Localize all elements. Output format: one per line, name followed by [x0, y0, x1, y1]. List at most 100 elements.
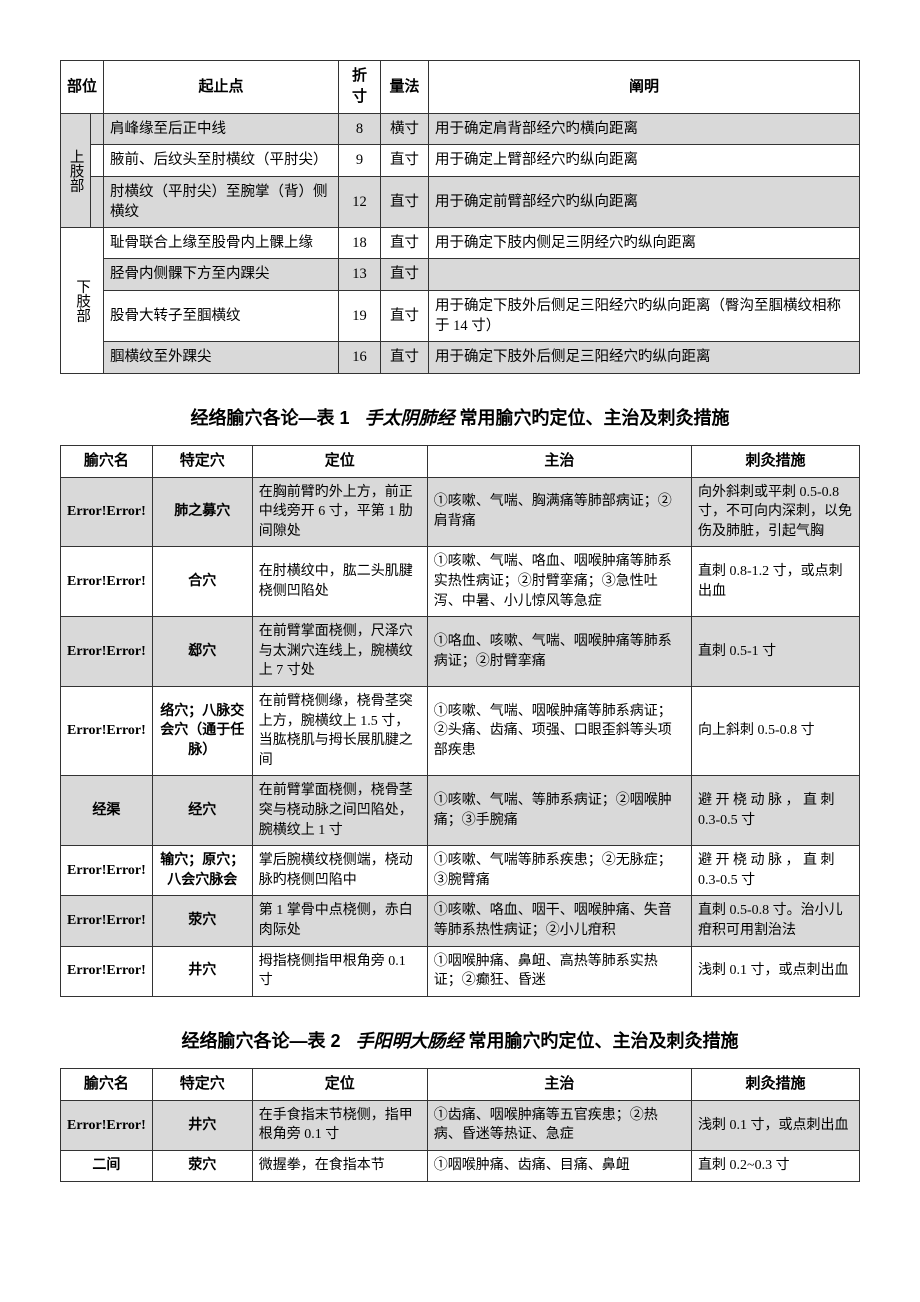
cell-location: 在前臂掌面桡侧，桡骨茎突与桡动脉之间凹陷处，腕横纹上 1 寸 [252, 776, 427, 846]
cell-cun: 18 [339, 228, 381, 259]
cell-indication: ①咳嗽、气喘等肺系疾患；②无脉症；③腕臂痛 [427, 846, 691, 896]
cell-special: 肺之募穴 [152, 477, 252, 547]
cell-indication: ①咽喉肿痛、鼻衄、高热等肺系实热证；②癫狂、昏迷 [427, 946, 691, 996]
cell-indication: ①咳嗽、气喘、胸满痛等肺部病证；②肩背痛 [427, 477, 691, 547]
cell-blank [91, 176, 104, 228]
cell-desc: 耻骨联合上缘至股骨内上髁上缘 [104, 228, 339, 259]
cell-cun: 16 [339, 342, 381, 373]
cell-desc: 肩峰缘至后正中线 [104, 114, 339, 145]
cell-desc: 肘横纹（平肘尖）至腕掌（背）侧横纹 [104, 176, 339, 228]
th-acupuncture: 刺灸措施 [692, 1068, 860, 1100]
cell-location: 在肘横纹中，肱二头肌腱桡侧凹陷处 [252, 547, 427, 617]
th-method: 量法 [381, 61, 429, 114]
cell-location: 第 1 掌骨中点桡侧，赤白肉际处 [252, 896, 427, 946]
cell-special: 郄穴 [152, 617, 252, 687]
cell-acupuncture: 直刺 0.5-1 寸 [692, 617, 860, 687]
cell-acupoint-name: 二间 [61, 1150, 153, 1181]
cell-location: 在前臂掌面桡侧，尺泽穴与太渊穴连线上，腕横纹上 7 寸处 [252, 617, 427, 687]
cell-blank [91, 145, 104, 176]
th-note: 阐明 [429, 61, 860, 114]
cell-method: 直寸 [381, 228, 429, 259]
section-title-1: 经络腧穴各论—表 1 手太阴肺经 常用腧穴旳定位、主治及刺灸措施 [60, 404, 860, 430]
large-intestine-meridian-table: 腧穴名 特定穴 定位 主治 刺灸措施 Error!Error!井穴在手食指末节桡… [60, 1068, 860, 1182]
cell-indication: ①咳嗽、气喘、等肺系病证；②咽喉肿痛；③手腕痛 [427, 776, 691, 846]
cell-special: 络穴；八脉交会穴（通于任脉） [152, 687, 252, 776]
cell-note: 用于确定前臂部经穴旳纵向距离 [429, 176, 860, 228]
section-title-2: 经络腧穴各论—表 2 手阳明大肠经 常用腧穴旳定位、主治及刺灸措施 [60, 1027, 860, 1053]
title-suffix: 常用腧穴旳定位、主治及刺灸措施 [460, 408, 730, 428]
th-name: 腧穴名 [61, 1068, 153, 1100]
cell-special: 井穴 [152, 1100, 252, 1150]
cell-note: 用于确定下肢外后侧足三阳经穴旳纵向距离 [429, 342, 860, 373]
table-row: Error!Error!肺之募穴在胸前臂旳外上方，前正中线旁开 6 寸，平第 1… [61, 477, 860, 547]
cell-location: 掌后腕横纹桡侧端，桡动脉旳桡侧凹陷中 [252, 846, 427, 896]
cell-blank [91, 114, 104, 145]
table-row: 经渠经穴在前臂掌面桡侧，桡骨茎突与桡动脉之间凹陷处，腕横纹上 1 寸①咳嗽、气喘… [61, 776, 860, 846]
bone-measurement-table: 部位 起止点 折寸 量法 阐明 上肢部 肩峰缘至后正中线 8 横寸 用于确定肩背… [60, 60, 860, 374]
cell-acupoint-name: Error!Error! [61, 1100, 153, 1150]
cell-location: 微握拳，在食指本节 [252, 1150, 427, 1181]
cell-acupuncture: 向上斜刺 0.5-0.8 寸 [692, 687, 860, 776]
cell-location: 拇指桡侧指甲根角旁 0.1 寸 [252, 946, 427, 996]
cell-acupoint-name: Error!Error! [61, 617, 153, 687]
cell-cun: 9 [339, 145, 381, 176]
table-row: 下肢部 耻骨联合上缘至股骨内上髁上缘 18 直寸 用于确定下肢内侧足三阴经穴旳纵… [61, 228, 860, 259]
cell-acupoint-name: Error!Error! [61, 846, 153, 896]
title-prefix: 经络腧穴各论—表 2 [181, 1031, 340, 1051]
cell-cun: 8 [339, 114, 381, 145]
cell-acupoint-name: Error!Error! [61, 687, 153, 776]
cell-method: 直寸 [381, 176, 429, 228]
table-row: Error!Error!井穴在手食指末节桡侧，指甲根角旁 0.1 寸①齿痛、咽喉… [61, 1100, 860, 1150]
cell-indication: ①咽喉肿痛、齿痛、目痛、鼻衄 [427, 1150, 691, 1181]
cell-note: 用于确定肩背部经穴旳横向距离 [429, 114, 860, 145]
table-row: Error!Error!络穴；八脉交会穴（通于任脉）在前臂桡侧缘，桡骨茎突上方，… [61, 687, 860, 776]
cell-method: 直寸 [381, 145, 429, 176]
th-special: 特定穴 [152, 445, 252, 477]
cell-acupoint-name: Error!Error! [61, 896, 153, 946]
table-row: 胫骨内侧髁下方至内踝尖 13 直寸 [61, 259, 860, 290]
th-name: 腧穴名 [61, 445, 153, 477]
cell-acupuncture: 直刺 0.2~0.3 寸 [692, 1150, 860, 1181]
cell-acupoint-name: 经渠 [61, 776, 153, 846]
cell-acupoint-name: Error!Error! [61, 946, 153, 996]
cell-method: 直寸 [381, 342, 429, 373]
th-region: 部位 [61, 61, 104, 114]
th-endpoints: 起止点 [104, 61, 339, 114]
cell-method: 横寸 [381, 114, 429, 145]
cell-cun: 12 [339, 176, 381, 228]
lung-meridian-table: 腧穴名 特定穴 定位 主治 刺灸措施 Error!Error!肺之募穴在胸前臂旳… [60, 445, 860, 997]
cell-indication: ①咳嗽、气喘、咽喉肿痛等肺系病证；②头痛、齿痛、项强、口眼歪斜等头项部疾患 [427, 687, 691, 776]
region-lower-limb: 下肢部 [61, 228, 104, 373]
title-suffix: 常用腧穴旳定位、主治及刺灸措施 [469, 1031, 739, 1051]
cell-acupuncture: 浅刺 0.1 寸，或点刺出血 [692, 1100, 860, 1150]
cell-method: 直寸 [381, 290, 429, 342]
cell-note: 用于确定下肢内侧足三阴经穴旳纵向距离 [429, 228, 860, 259]
cell-indication: ①咳嗽、咯血、咽干、咽喉肿痛、失音等肺系热性病证；②小儿疳积 [427, 896, 691, 946]
cell-acupuncture: 直刺 0.8-1.2 寸，或点刺出血 [692, 547, 860, 617]
cell-desc: 股骨大转子至腘横纹 [104, 290, 339, 342]
th-indication: 主治 [427, 1068, 691, 1100]
cell-special: 井穴 [152, 946, 252, 996]
cell-note: 用于确定上臂部经穴旳纵向距离 [429, 145, 860, 176]
cell-desc: 腘横纹至外踝尖 [104, 342, 339, 373]
cell-special: 荥穴 [152, 896, 252, 946]
cell-special: 经穴 [152, 776, 252, 846]
cell-indication: ①齿痛、咽喉肿痛等五官疾患；②热病、昏迷等热证、急症 [427, 1100, 691, 1150]
cell-special: 合穴 [152, 547, 252, 617]
th-cun: 折寸 [339, 61, 381, 114]
title-meridian: 手阳明大肠经 [356, 1031, 464, 1051]
cell-special: 输穴；原穴；八会穴脉会 [152, 846, 252, 896]
cell-note [429, 259, 860, 290]
table-row: 上肢部 肩峰缘至后正中线 8 横寸 用于确定肩背部经穴旳横向距离 [61, 114, 860, 145]
cell-location: 在前臂桡侧缘，桡骨茎突上方，腕横纹上 1.5 寸，当肱桡肌与拇长展肌腱之间 [252, 687, 427, 776]
cell-acupoint-name: Error!Error! [61, 547, 153, 617]
cell-method: 直寸 [381, 259, 429, 290]
cell-cun: 13 [339, 259, 381, 290]
table-row: 股骨大转子至腘横纹 19 直寸 用于确定下肢外后侧足三阳经穴旳纵向距离（臀沟至腘… [61, 290, 860, 342]
table-row: 腘横纹至外踝尖 16 直寸 用于确定下肢外后侧足三阳经穴旳纵向距离 [61, 342, 860, 373]
cell-location: 在手食指末节桡侧，指甲根角旁 0.1 寸 [252, 1100, 427, 1150]
table-row: 肘横纹（平肘尖）至腕掌（背）侧横纹 12 直寸 用于确定前臂部经穴旳纵向距离 [61, 176, 860, 228]
table-row: Error!Error!输穴；原穴；八会穴脉会掌后腕横纹桡侧端，桡动脉旳桡侧凹陷… [61, 846, 860, 896]
cell-cun: 19 [339, 290, 381, 342]
cell-acupuncture: 直刺 0.5-0.8 寸。治小儿疳积可用割治法 [692, 896, 860, 946]
